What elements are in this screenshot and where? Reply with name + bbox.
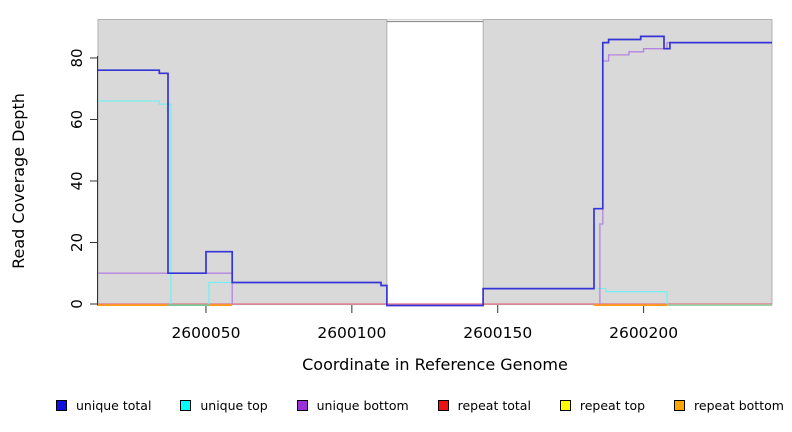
legend-label-repeat-bottom: repeat bottom: [694, 398, 784, 413]
legend-label-unique-bottom: unique bottom: [316, 398, 409, 413]
unique-total-swatch-icon: [56, 400, 67, 411]
svg-text:2600050: 2600050: [171, 324, 240, 342]
svg-text:60: 60: [68, 110, 86, 129]
svg-text:2600100: 2600100: [317, 324, 386, 342]
svg-text:80: 80: [68, 48, 86, 67]
legend-item-unique-top: unique top: [180, 398, 268, 413]
legend-label-unique-total: unique total: [76, 398, 152, 413]
svg-text:2600150: 2600150: [463, 324, 532, 342]
legend-label-repeat-total: repeat total: [457, 398, 531, 413]
repeat-total-swatch-icon: [437, 400, 449, 411]
svg-text:20: 20: [68, 233, 86, 252]
legend: unique total unique top unique bottom re…: [56, 398, 784, 413]
y-axis-label: Read Coverage Depth: [9, 93, 28, 269]
legend-item-repeat-bottom: repeat bottom: [674, 398, 784, 413]
legend-item-repeat-total: repeat total: [437, 398, 531, 413]
repeat-bottom-swatch-icon: [674, 400, 686, 411]
legend-item-unique-total: unique total: [56, 398, 151, 413]
x-axis-label: Coordinate in Reference Genome: [302, 355, 568, 374]
unique-bottom-swatch-icon: [296, 400, 308, 411]
svg-text:40: 40: [68, 171, 86, 190]
legend-label-unique-top: unique top: [200, 398, 268, 413]
svg-text:2600200: 2600200: [609, 324, 678, 342]
unique-top-swatch-icon: [180, 400, 192, 411]
legend-label-repeat-top: repeat top: [579, 398, 646, 413]
legend-item-unique-bottom: unique bottom: [296, 398, 409, 413]
repeat-top-swatch-icon: [559, 400, 571, 411]
svg-text:0: 0: [68, 299, 86, 309]
legend-item-repeat-top: repeat top: [559, 398, 646, 413]
